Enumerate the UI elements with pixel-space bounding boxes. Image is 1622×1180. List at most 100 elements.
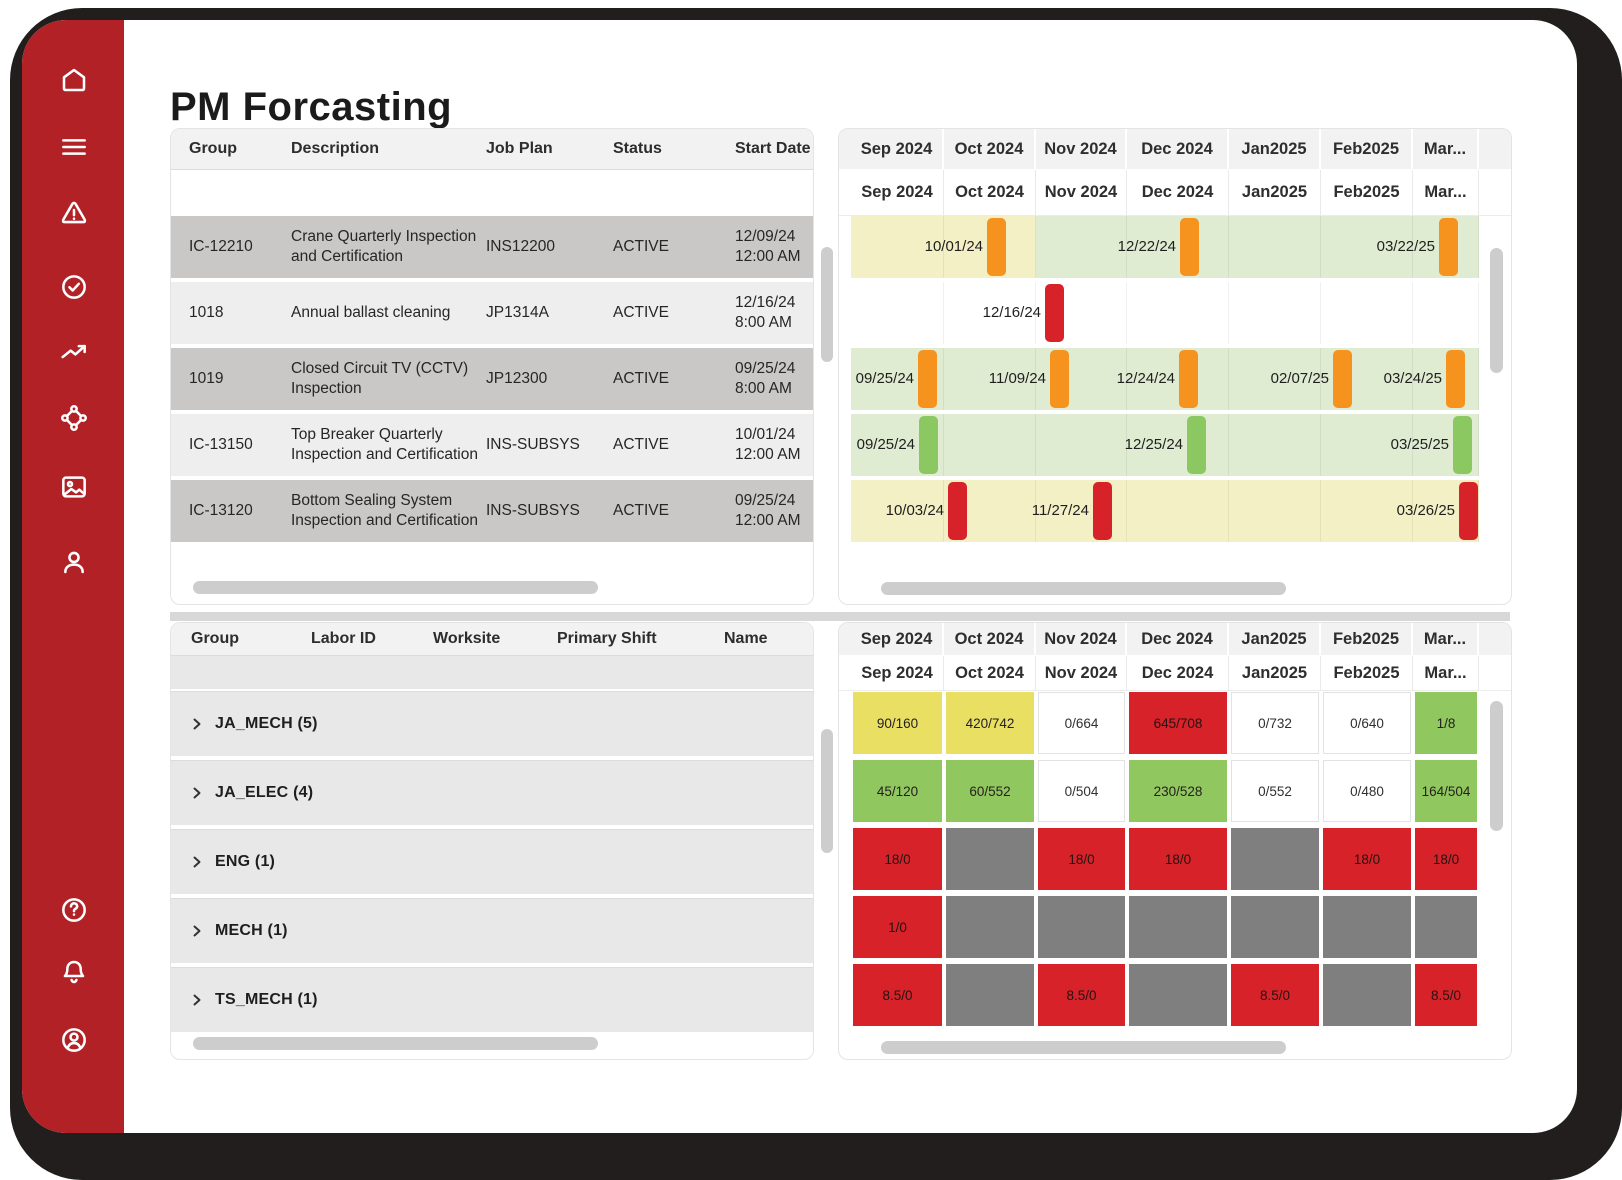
pm-table-row[interactable]: 1018 Annual ballast cleaning JP1314A ACTIVE…: [171, 282, 813, 344]
capacity-cell: 90/160: [853, 692, 942, 754]
capacity-cell: 420/742: [946, 692, 1034, 754]
capacity-cell: 60/552: [946, 760, 1034, 822]
capacity-col: 18/0: [1321, 827, 1413, 891]
pm-cell-description: Bottom Sealing System Inspection and Cer…: [291, 491, 478, 529]
capacity-hscrollbar-thumb[interactable]: [881, 1041, 1286, 1054]
pm-table-row[interactable]: IC-12210 Crane Quarterly Inspection and C…: [171, 216, 813, 278]
gantt-hscrollbar-thumb[interactable]: [881, 582, 1286, 595]
user-circle-icon[interactable]: [58, 1024, 90, 1056]
pm-table-header: Group Description Job Plan Status Start …: [171, 129, 813, 170]
home-icon[interactable]: [58, 64, 90, 96]
gantt-vscrollbar-thumb[interactable]: [1490, 248, 1503, 373]
gantt-cell: [1127, 282, 1229, 344]
gantt-cell: [944, 348, 1036, 410]
capacity-col: [944, 895, 1036, 959]
capacity-col: 420/742: [944, 691, 1036, 755]
gantt-row: 09/25/24 11/09/24 12/24/24 02/07/25 03/24/25: [851, 348, 1511, 410]
pm-cell-start-date: 09/25/24 12:00 AM: [735, 491, 801, 529]
gantt-bar[interactable]: [1459, 482, 1478, 540]
network-icon[interactable]: [58, 402, 90, 434]
capacity-cell: 1/0: [853, 896, 942, 958]
gantt-bar[interactable]: [1180, 218, 1199, 276]
trending-up-icon[interactable]: [58, 336, 90, 368]
image-icon[interactable]: [58, 471, 90, 503]
gantt-bar[interactable]: [1093, 482, 1112, 540]
capacity-col: [1413, 895, 1479, 959]
pm-table-row[interactable]: 1019 Closed Circuit TV (CCTV) Inspection J…: [171, 348, 813, 410]
pm-table-card: Group Description Job Plan Status Start …: [170, 128, 814, 605]
capacity-row: 90/160 420/742 0/664 645/708 0/732 0/640 1/8: [851, 691, 1511, 755]
month-header-cell: Oct 2024: [944, 656, 1036, 690]
pm-cell-start-date: 09/25/24 8:00 AM: [735, 359, 796, 397]
pm-table-hscrollbar-thumb[interactable]: [193, 581, 598, 594]
capacity-col: 0/640: [1321, 691, 1413, 755]
pm-header-description: Description: [291, 140, 380, 157]
labor-group-row[interactable]: JA_MECH (5): [171, 691, 813, 756]
pm-cell-group: 1019: [189, 369, 224, 387]
gantt-cell: [1127, 216, 1229, 278]
gantt-bar[interactable]: [919, 416, 938, 474]
labor-table-vscrollbar-thumb[interactable]: [821, 729, 833, 853]
labor-group-label: JA_MECH (5): [215, 715, 318, 732]
gantt-cell: [851, 216, 944, 278]
capacity-cell: [1038, 896, 1125, 958]
labor-group-row[interactable]: JA_ELEC (4): [171, 760, 813, 825]
gantt-bar[interactable]: [918, 350, 937, 408]
pm-cell-status: ACTIVE: [613, 369, 669, 387]
labor-group-label: ENG (1): [215, 853, 276, 870]
pm-cell-group: IC-13150: [189, 435, 253, 453]
pm-header-start-date: Start Date: [735, 140, 811, 157]
gantt-bar[interactable]: [1187, 416, 1206, 474]
gantt-bar-date-label: 12/25/24: [1124, 436, 1183, 453]
capacity-month-subheader: Sep 2024 Oct 2024 Nov 2024 Dec 2024 Jan2025 F…: [839, 656, 1511, 691]
capacity-vscrollbar-thumb[interactable]: [1490, 701, 1503, 831]
bell-icon[interactable]: [58, 956, 90, 988]
capacity-col: 45/120: [851, 759, 944, 823]
gantt-month-subheader: Sep 2024 Oct 2024 Nov 2024 Dec 2024 Jan2025 F…: [839, 170, 1511, 216]
capacity-col: 1/0: [851, 895, 944, 959]
gantt-bar[interactable]: [948, 482, 967, 540]
month-header-cell: Dec 2024: [1127, 129, 1229, 169]
gantt-bar[interactable]: [1446, 350, 1465, 408]
labor-group-row[interactable]: ENG (1): [171, 829, 813, 894]
user-icon[interactable]: [58, 546, 90, 578]
month-header-cell: Jan2025: [1229, 623, 1321, 655]
month-header-cell: Jan2025: [1229, 129, 1321, 169]
capacity-col: 164/504: [1413, 759, 1479, 823]
capacity-cell: [1323, 964, 1411, 1026]
pm-table-row[interactable]: IC-13120 Bottom Sealing System Inspection…: [171, 480, 813, 542]
menu-icon[interactable]: [58, 131, 90, 163]
gantt-bar[interactable]: [1453, 416, 1472, 474]
gantt-bar[interactable]: [1050, 350, 1069, 408]
capacity-cell: 0/640: [1323, 692, 1411, 754]
labor-header-primary-shift: Primary Shift: [557, 630, 657, 647]
capacity-cell: 164/504: [1415, 760, 1477, 822]
gantt-bar-date-label: 10/01/24: [924, 238, 983, 255]
chevron-right-icon: [189, 785, 205, 801]
alert-triangle-icon[interactable]: [58, 197, 90, 229]
capacity-month-header: Sep 2024 Oct 2024 Nov 2024 Dec 2024 Jan2025 F…: [839, 623, 1511, 655]
page-title: PM Forcasting: [170, 84, 453, 129]
pm-cell-status: ACTIVE: [613, 501, 669, 519]
check-circle-icon[interactable]: [58, 271, 90, 303]
gantt-bar[interactable]: [1333, 350, 1352, 408]
pm-cell-job-plan: JP1314A: [486, 303, 549, 321]
gantt-bar[interactable]: [1179, 350, 1198, 408]
pm-table-vscrollbar-thumb[interactable]: [821, 247, 833, 362]
gantt-bar-date-label: 03/22/25: [1376, 238, 1435, 255]
pm-cell-description: Closed Circuit TV (CCTV) Inspection: [291, 359, 469, 397]
gantt-bar[interactable]: [1439, 218, 1458, 276]
month-header-cell: Nov 2024: [1036, 170, 1127, 215]
labor-group-row[interactable]: TS_MECH (1): [171, 967, 813, 1032]
gantt-cell: [1229, 414, 1321, 476]
labor-header-group: Group: [191, 630, 239, 647]
capacity-cell: 0/664: [1038, 692, 1125, 754]
gantt-cell: [944, 414, 1036, 476]
gantt-bar[interactable]: [1045, 284, 1064, 342]
help-circle-icon[interactable]: [58, 894, 90, 926]
pm-table-row[interactable]: IC-13150 Top Breaker Quarterly Inspection…: [171, 414, 813, 476]
labor-table-hscrollbar-thumb[interactable]: [193, 1037, 598, 1050]
labor-group-row[interactable]: MECH (1): [171, 898, 813, 963]
gantt-bar[interactable]: [987, 218, 1006, 276]
pm-cell-job-plan: INS-SUBSYS: [486, 435, 580, 453]
